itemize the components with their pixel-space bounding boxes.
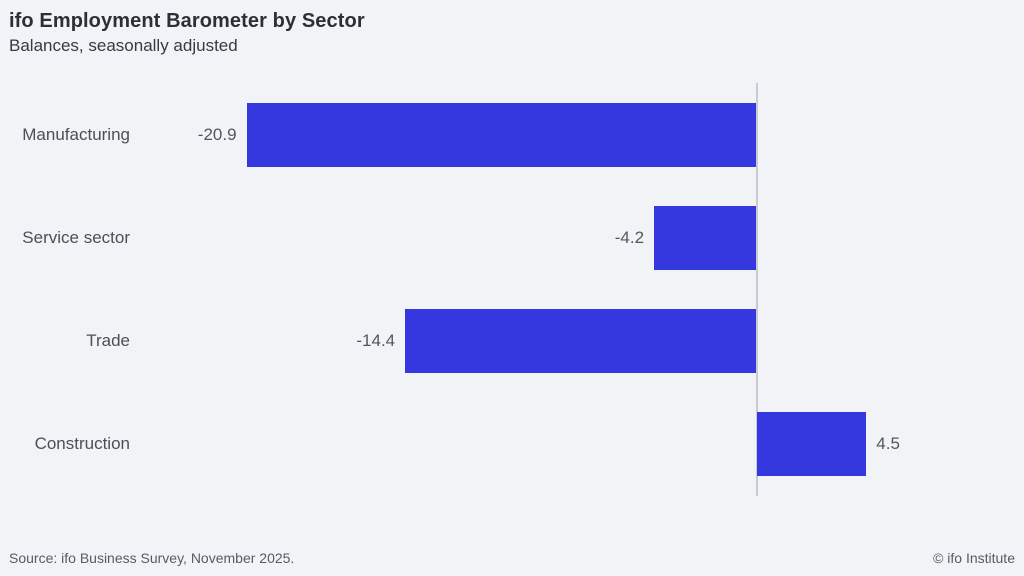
bar [654,206,757,270]
value-label: -20.9 [197,125,237,144]
source-note: Source: ifo Business Survey, November 20… [9,550,295,566]
chart-header: ifo Employment Barometer by Sector Balan… [9,10,1015,56]
value-label: 4.5 [876,434,900,453]
bar [756,412,867,476]
zero-baseline [755,83,758,496]
chart-footer: Source: ifo Business Survey, November 20… [9,550,1015,566]
category-label: Construction [34,434,130,453]
value-label: -4.2 [614,228,645,247]
bar [246,103,757,167]
chart-subtitle: Balances, seasonally adjusted [9,36,238,55]
category-label: Trade [86,331,130,350]
bar [405,309,757,373]
category-label: Manufacturing [22,125,130,144]
category-label: Service sector [22,228,130,247]
value-label: -14.4 [356,331,396,350]
bar-chart-plot-area: Manufacturing -20.9 Service sector -4.2 Trad… [0,83,1024,496]
copyright-note: © ifo Institute [933,550,1015,566]
chart-title: ifo Employment Barometer by Sector [9,10,365,32]
